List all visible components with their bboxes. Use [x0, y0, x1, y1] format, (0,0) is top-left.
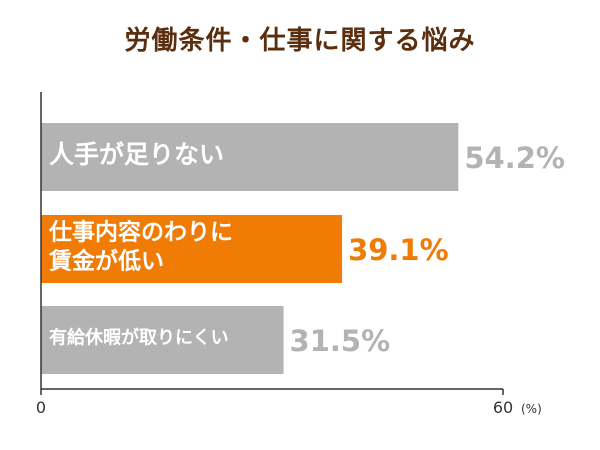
- chart-title: 労働条件・仕事に関する悩み: [124, 26, 476, 56]
- category-label-2-line-2: 賃金が低い: [48, 248, 164, 275]
- x-axis-unit-label: (%): [521, 402, 542, 416]
- bar-3: [41, 306, 284, 374]
- bar-1: [41, 123, 459, 191]
- bar-2: [41, 215, 343, 283]
- value-label-2: 39.1%: [348, 233, 449, 267]
- category-label-3: 有給休暇が取りにくい: [49, 326, 229, 348]
- value-label-3: 31.5%: [290, 324, 391, 358]
- x-tick-label-1: 0: [36, 398, 46, 417]
- value-label-1: 54.2%: [464, 141, 565, 175]
- x-tick-label-2: 60: [493, 398, 513, 417]
- category-label-2-line-1: 仕事内容のわりに: [48, 219, 233, 246]
- category-label-1: 人手が足りない: [49, 140, 224, 169]
